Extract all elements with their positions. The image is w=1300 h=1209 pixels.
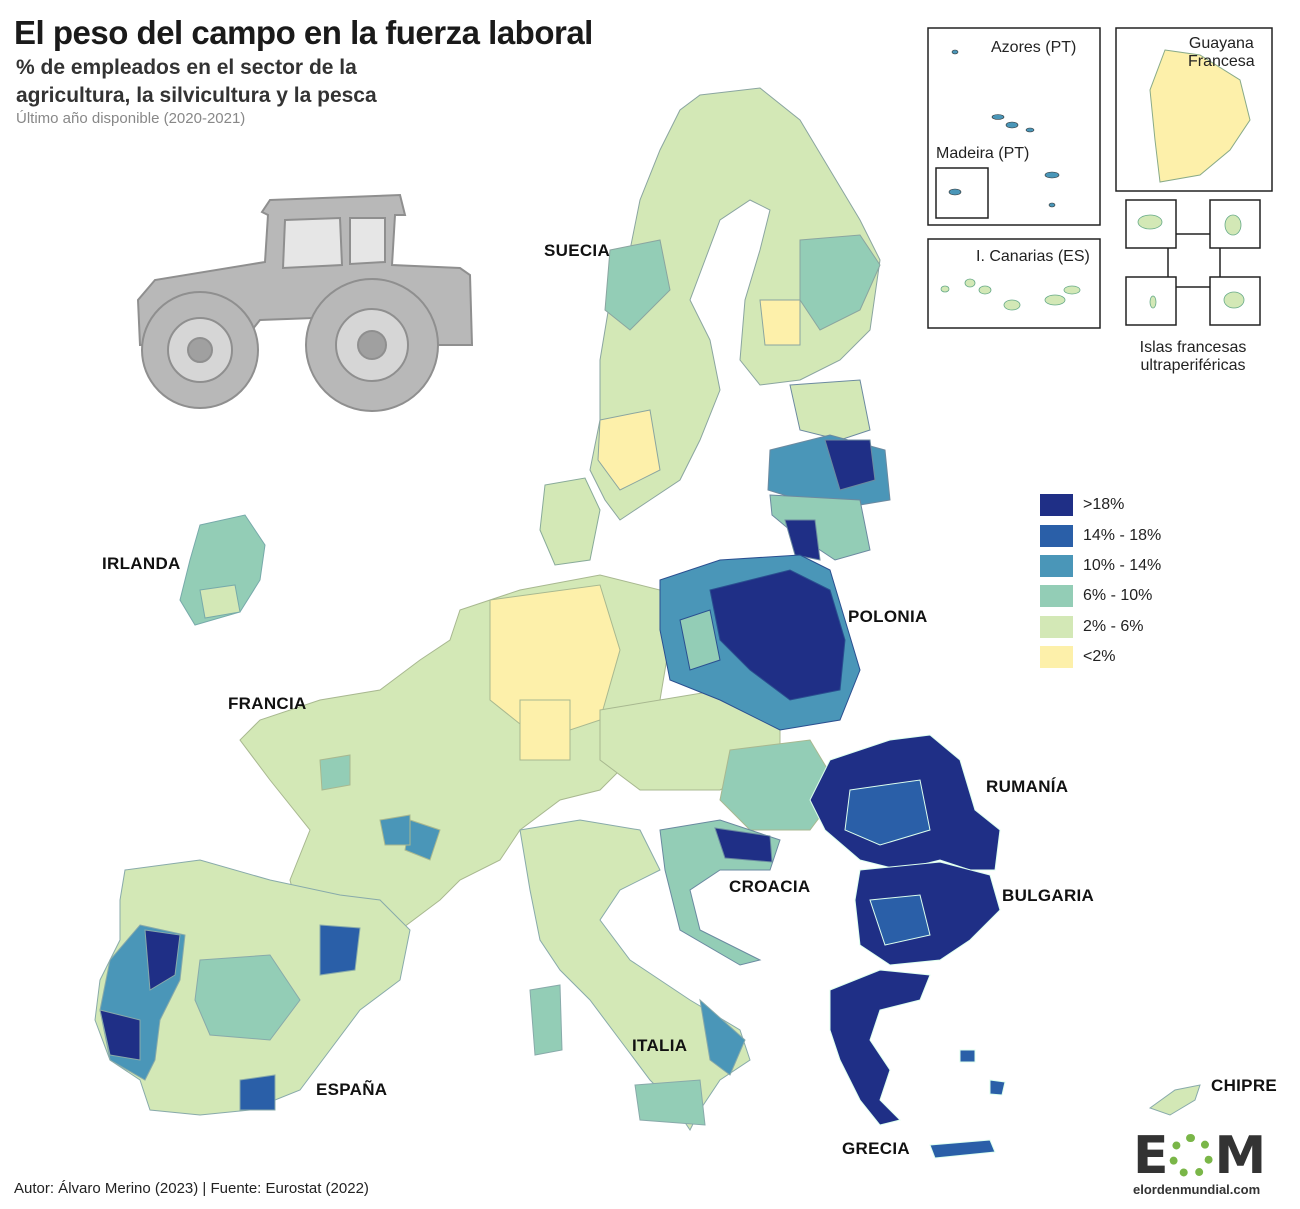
region-greece <box>829 969 1006 1159</box>
legend-label: 14% - 18% <box>1083 526 1162 544</box>
logo-letter-m: M <box>1214 1126 1267 1186</box>
region-poland <box>659 554 861 731</box>
region-baltics <box>767 379 891 561</box>
label-islas-line-2: ultraperiféricas <box>1140 357 1246 374</box>
region-italy <box>519 819 751 1131</box>
region-croatia <box>659 819 781 966</box>
region-iberia <box>94 859 411 1116</box>
legend-item: >18% <box>1040 490 1161 520</box>
legend-swatch <box>1040 615 1073 638</box>
legend-swatch <box>1040 494 1073 517</box>
legend-item: 10% - 14% <box>1040 551 1161 581</box>
logo-dots-icon <box>1168 1134 1213 1178</box>
legend-item: 6% - 10% <box>1040 581 1161 611</box>
label-guayana-line-2: Francesa <box>1188 53 1255 70</box>
label-bulgaria: BULGARIA <box>1002 886 1095 905</box>
legend-swatch <box>1040 646 1073 669</box>
label-italia: ITALIA <box>632 1036 688 1055</box>
legend-swatch <box>1040 554 1073 577</box>
label-islas-line-1: Islas francesas <box>1139 339 1247 356</box>
map-subtitle: % de empleados en el sector de la agricu… <box>16 54 416 110</box>
legend-swatch <box>1040 585 1073 608</box>
logo-letter-e: E <box>1133 1126 1169 1186</box>
source-credit: Autor: Álvaro Merino (2023) | Fuente: Eu… <box>14 1180 369 1197</box>
legend-item: 2% - 6% <box>1040 612 1161 642</box>
label-guayana-line-1: Guayana <box>1188 35 1254 52</box>
legend-label: >18% <box>1083 496 1125 514</box>
region-romania-bulgaria <box>809 734 1001 966</box>
label-azores: Azores (PT) <box>991 39 1077 56</box>
label-rumania: RUMANÍA <box>986 777 1069 796</box>
legend-label: 2% - 6% <box>1083 617 1144 635</box>
legend-label: 10% - 14% <box>1083 556 1162 574</box>
data-year-note: Último año disponible (2020-2021) <box>16 110 246 127</box>
azores-islands <box>948 49 1060 208</box>
region-central-europe <box>239 574 841 941</box>
region-denmark <box>539 477 601 566</box>
tractor-icon <box>136 193 474 412</box>
label-islas-francesas: Islas francesas ultraperiféricas <box>1113 339 1273 375</box>
eom-logo[interactable]: E M elordenmundial.com <box>1133 1128 1293 1197</box>
label-irlanda: IRLANDA <box>102 554 181 573</box>
label-canarias: I. Canarias (ES) <box>976 248 1090 265</box>
legend-label: 6% - 10% <box>1083 587 1153 605</box>
label-guayana: Guayana Francesa <box>1188 35 1255 71</box>
inset-guayana <box>1115 27 1273 192</box>
inset-canarias <box>927 238 1101 329</box>
inset-azores-madeira <box>927 27 1101 226</box>
region-scandinavia <box>589 87 881 521</box>
logo-wordmark: E M <box>1133 1128 1293 1184</box>
label-madeira: Madeira (PT) <box>936 145 1030 162</box>
inset-islas-francesas <box>1125 199 1261 326</box>
logo-site: elordenmundial.com <box>1133 1182 1261 1197</box>
label-chipre: CHIPRE <box>1211 1076 1278 1095</box>
map-title: El peso del campo en la fuerza laboral <box>14 14 593 51</box>
legend: >18% 14% - 18% 10% - 14% 6% - 10% 2% - 6… <box>1040 490 1161 672</box>
subtitle-line-1: % de empleados en el sector de la <box>16 56 357 79</box>
label-polonia: POLONIA <box>848 607 928 626</box>
label-croacia: CROACIA <box>729 877 811 896</box>
region-ireland <box>179 514 266 626</box>
label-grecia: GRECIA <box>842 1139 910 1158</box>
legend-label: <2% <box>1083 648 1116 666</box>
region-cyprus <box>1148 1084 1201 1116</box>
legend-item: 14% - 18% <box>1040 520 1161 550</box>
legend-item: <2% <box>1040 642 1161 672</box>
label-suecia: SUECIA <box>544 241 611 260</box>
legend-swatch <box>1040 524 1073 547</box>
label-francia: FRANCIA <box>228 694 307 713</box>
subtitle-line-2: agricultura, la silvicultura y la pesca <box>16 84 377 107</box>
label-espana: ESPAÑA <box>316 1080 388 1099</box>
